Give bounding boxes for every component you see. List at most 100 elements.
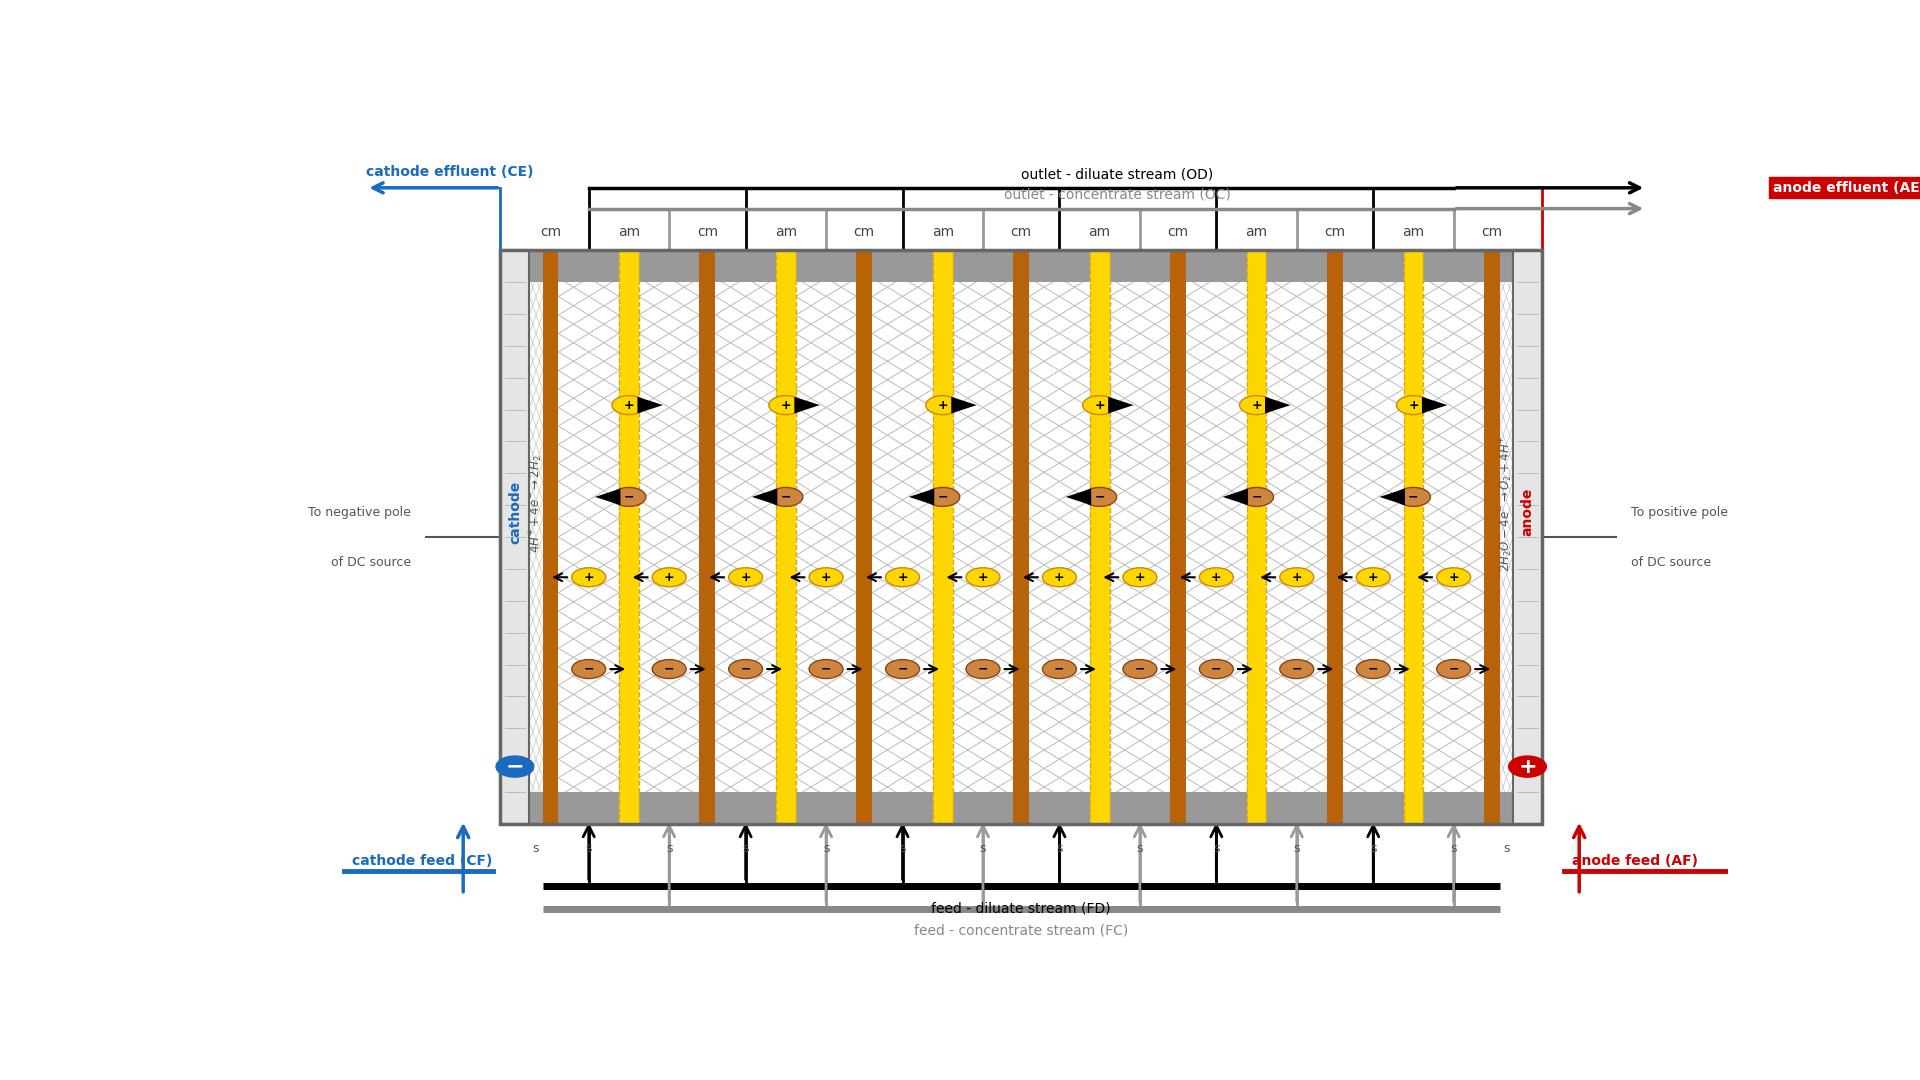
Text: −: −: [664, 662, 674, 676]
Bar: [618, 251, 639, 824]
Bar: [1091, 251, 1110, 824]
Circle shape: [1043, 660, 1077, 678]
Text: of DC source: of DC source: [1632, 555, 1711, 568]
Bar: [1423, 793, 1484, 824]
Bar: [1110, 251, 1169, 282]
Polygon shape: [795, 396, 820, 414]
Circle shape: [730, 568, 762, 586]
Circle shape: [1356, 660, 1390, 678]
Bar: [933, 251, 952, 824]
Text: anode effluent (AE): anode effluent (AE): [1772, 180, 1920, 194]
Text: +: +: [1252, 399, 1261, 411]
Bar: [1500, 251, 1513, 282]
Text: cm: cm: [1167, 226, 1188, 240]
Text: s: s: [1450, 842, 1457, 855]
Text: +: +: [1135, 570, 1144, 584]
Bar: [872, 251, 933, 282]
Circle shape: [1123, 660, 1158, 678]
Bar: [776, 251, 795, 824]
Circle shape: [730, 660, 762, 678]
Text: +: +: [937, 399, 948, 411]
Text: feed - diluate stream (FD): feed - diluate stream (FD): [931, 902, 1112, 916]
Bar: [639, 793, 699, 824]
Circle shape: [653, 568, 685, 586]
Text: s: s: [1294, 842, 1300, 855]
Bar: [1267, 793, 1327, 824]
Text: +: +: [624, 399, 634, 411]
Bar: [1513, 251, 1542, 824]
Bar: [716, 793, 776, 824]
Circle shape: [612, 487, 645, 507]
Circle shape: [1123, 568, 1158, 586]
Text: s: s: [1371, 842, 1377, 855]
Text: −: −: [1094, 490, 1104, 503]
Text: +: +: [664, 570, 674, 584]
Text: −: −: [1252, 490, 1261, 503]
Text: +: +: [741, 570, 751, 584]
Text: +: +: [820, 570, 831, 584]
Text: s: s: [1137, 842, 1142, 855]
Circle shape: [572, 568, 605, 586]
Bar: [618, 251, 639, 824]
Bar: [1014, 251, 1029, 824]
Circle shape: [1240, 395, 1273, 415]
Bar: [856, 251, 872, 824]
Bar: [501, 251, 530, 824]
Text: am: am: [1402, 226, 1425, 240]
Text: of DC source: of DC source: [330, 555, 411, 568]
Text: s: s: [1503, 842, 1509, 855]
Bar: [776, 251, 795, 824]
Bar: [1246, 251, 1267, 824]
Text: feed - concentrate stream (FC): feed - concentrate stream (FC): [914, 923, 1129, 937]
Bar: [795, 793, 856, 824]
Circle shape: [1200, 568, 1233, 586]
Text: outlet - concentrate stream (OC): outlet - concentrate stream (OC): [1004, 188, 1231, 202]
Polygon shape: [908, 488, 935, 505]
Circle shape: [653, 660, 685, 678]
Text: s: s: [1056, 842, 1062, 855]
Text: +: +: [977, 570, 989, 584]
Bar: [872, 793, 933, 824]
Circle shape: [572, 660, 605, 678]
Text: s: s: [532, 842, 540, 855]
Polygon shape: [1265, 396, 1290, 414]
Text: +: +: [584, 570, 593, 584]
Bar: [1091, 251, 1110, 824]
Text: anode: anode: [1521, 488, 1534, 537]
Bar: [952, 251, 1014, 282]
Bar: [1327, 251, 1342, 824]
Text: −: −: [1135, 662, 1144, 676]
Polygon shape: [637, 396, 662, 414]
Circle shape: [925, 395, 960, 415]
Bar: [559, 251, 618, 282]
Text: am: am: [1246, 226, 1267, 240]
Text: −: −: [1407, 490, 1419, 503]
Text: s: s: [899, 842, 906, 855]
Text: cm: cm: [1482, 226, 1503, 240]
Circle shape: [1396, 395, 1430, 415]
Circle shape: [966, 660, 1000, 678]
Text: anode feed (AF): anode feed (AF): [1572, 854, 1697, 868]
Bar: [1404, 251, 1423, 824]
Text: $2H_2O - 4e^{-} \rightarrow O_2 + 4H^{+}$: $2H_2O - 4e^{-} \rightarrow O_2 + 4H^{+}…: [1498, 435, 1515, 572]
Bar: [1267, 251, 1327, 282]
Bar: [501, 251, 1542, 824]
Text: +: +: [1448, 570, 1459, 584]
Text: +: +: [1292, 570, 1302, 584]
Circle shape: [1509, 756, 1546, 778]
Circle shape: [1281, 568, 1313, 586]
Text: $4H^{+} + 4e^{-} \rightarrow 2H_2$: $4H^{+} + 4e^{-} \rightarrow 2H_2$: [528, 455, 545, 553]
Bar: [1246, 251, 1267, 824]
Circle shape: [1436, 568, 1471, 586]
Text: cathode feed (CF): cathode feed (CF): [351, 854, 492, 868]
Text: −: −: [584, 662, 593, 676]
Circle shape: [1083, 395, 1117, 415]
Bar: [952, 793, 1014, 824]
Text: −: −: [1292, 662, 1302, 676]
Circle shape: [808, 568, 843, 586]
Circle shape: [885, 660, 920, 678]
Text: +: +: [1094, 399, 1106, 411]
Text: cm: cm: [1010, 226, 1031, 240]
Text: cm: cm: [1325, 226, 1346, 240]
Circle shape: [612, 395, 645, 415]
